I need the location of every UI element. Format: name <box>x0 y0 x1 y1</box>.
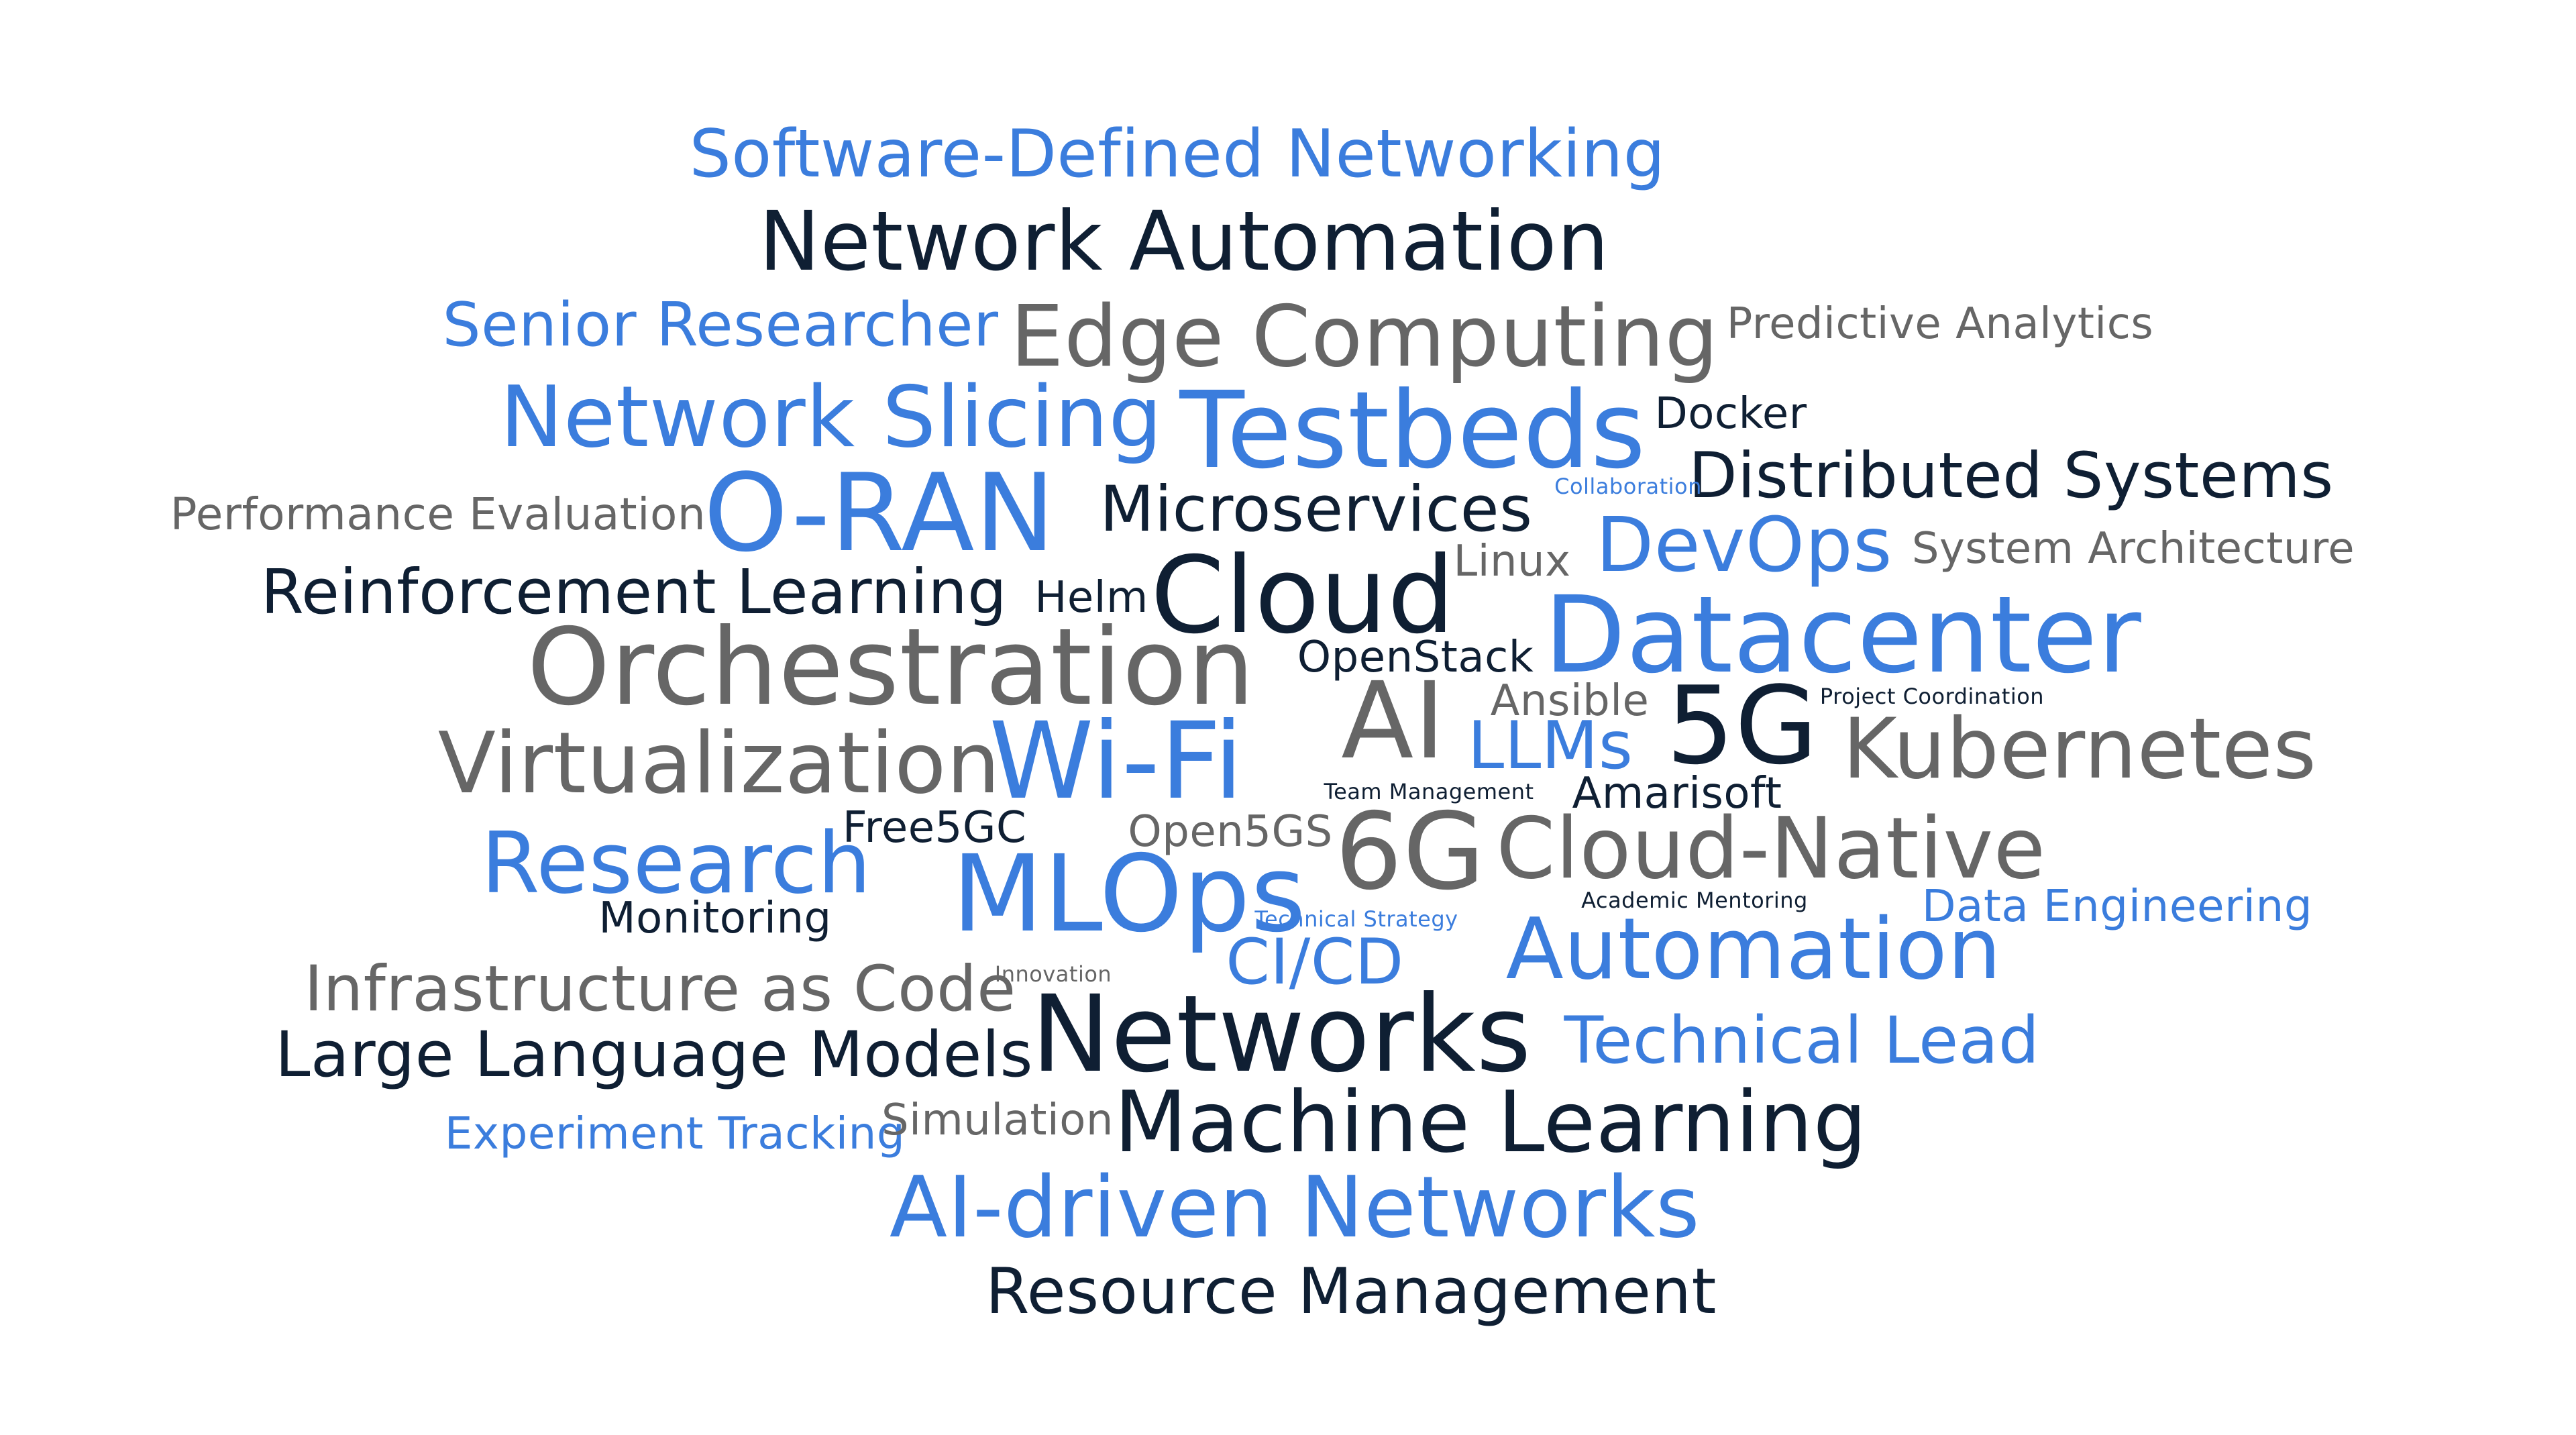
word-datacenter: Datacenter <box>1544 574 2142 697</box>
word-automation: Automation <box>1505 900 2002 998</box>
word-resource-management: Resource Management <box>985 1255 1717 1328</box>
word-devops: DevOps <box>1595 502 1893 589</box>
word-open5gs: Open5GS <box>1128 807 1333 857</box>
word-software-defined-networking: Software-Defined Networking <box>689 116 1666 193</box>
word-amarisoft: Amarisoft <box>1572 769 1782 818</box>
word-system-architecture: System Architecture <box>1911 524 2355 574</box>
word-ai: AI <box>1341 659 1446 783</box>
word-technical-lead: Technical Lead <box>1564 1003 2040 1078</box>
word-reinforcement-learning: Reinforcement Learning <box>260 556 1008 628</box>
word-distributed-systems: Distributed Systems <box>1688 439 2334 513</box>
word-monitoring: Monitoring <box>598 894 832 943</box>
word-simulation: Simulation <box>881 1096 1114 1145</box>
word-free5gc: Free5GC <box>842 803 1027 853</box>
word-technical-strategy: Technical Strategy <box>1254 906 1458 932</box>
word-6g: 6G <box>1335 790 1485 914</box>
word-collaboration: Collaboration <box>1554 474 1702 499</box>
word-wi-fi: Wi-Fi <box>989 700 1244 823</box>
word-innovation: Innovation <box>994 961 1112 987</box>
word-openstack: OpenStack <box>1297 633 1534 682</box>
word-research: Research <box>481 814 871 912</box>
word-infrastructure-as-code: Infrastructure as Code <box>304 953 1016 1026</box>
word-o-ran: O-RAN <box>703 450 1056 576</box>
word-data-engineering: Data Engineering <box>1921 880 2313 932</box>
word-5g: 5G <box>1666 663 1819 788</box>
word-project-coordination: Project Coordination <box>1819 684 2045 709</box>
word-virtualization: Virtualization <box>437 714 1001 812</box>
word-docker: Docker <box>1654 389 1807 439</box>
word-network-slicing: Network Slicing <box>500 368 1163 466</box>
word-microservices: Microservices <box>1099 473 1533 546</box>
word-ai-driven-networks: AI-driven Networks <box>889 1158 1701 1257</box>
word-linux: Linux <box>1453 537 1571 586</box>
word-networks: Networks <box>1030 973 1532 1096</box>
word-team-management: Team Management <box>1324 779 1534 804</box>
word-ansible: Ansible <box>1490 676 1650 726</box>
word-predictive-analytics: Predictive Analytics <box>1726 299 2154 349</box>
word-senior-researcher: Senior Researcher <box>442 290 999 360</box>
word-machine-learning: Machine Learning <box>1114 1073 1868 1171</box>
word-mlops: MLOps <box>951 833 1307 956</box>
word-llms: LLMs <box>1467 708 1633 784</box>
word-large-language-models: Large Language Models <box>275 1018 1033 1092</box>
word-experiment-tracking: Experiment Tracking <box>444 1108 906 1159</box>
word-edge-computing: Edge Computing <box>1010 287 1719 386</box>
word-performance-evaluation: Performance Evaluation <box>170 488 706 540</box>
word-kubernetes: Kubernetes <box>1842 701 2317 798</box>
word-testbeds: Testbeds <box>1179 369 1646 492</box>
word-helm: Helm <box>1034 573 1148 623</box>
word-cloud-native: Cloud-Native <box>1496 799 2046 898</box>
word-orchestration: Orchestration <box>527 606 1255 729</box>
word-network-automation: Network Automation <box>759 194 1609 289</box>
word-cloud: Cloud <box>1150 534 1455 657</box>
word-ci-cd: CI/CD <box>1226 926 1404 999</box>
word-academic-mentoring: Academic Mentoring <box>1581 888 1808 913</box>
